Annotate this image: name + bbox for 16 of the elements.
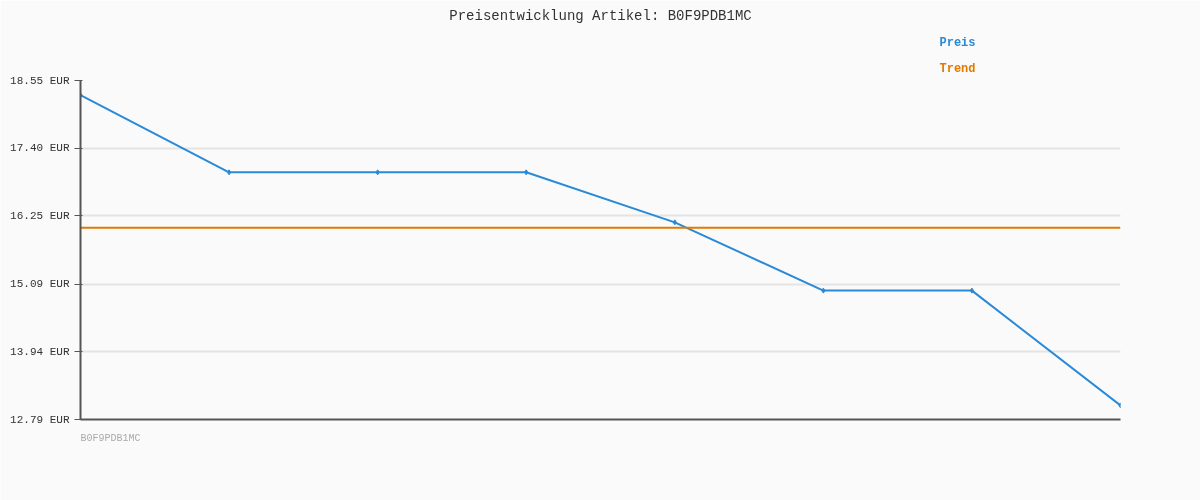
point [375,169,380,176]
y-tick-label: 16.25 EUR [10,209,70,222]
text: Trend [939,61,976,76]
chart-title: Preisentwicklung Artikel: B0F9PDB1MC [449,7,752,24]
y-tick-label: 15.09 EUR [10,278,70,291]
point [821,287,826,294]
y-tick-label: 17.40 EUR [10,142,70,155]
point [524,169,529,176]
y-tick-label: 13.94 EUR [10,345,70,358]
y-tick-label: 12.79 EUR [10,413,70,426]
text: B0F9PDB1MC [80,432,141,444]
y-tick-label: 18.55 EUR [10,74,70,87]
point [672,219,677,226]
point [969,287,975,294]
text: Preis [939,35,976,50]
point [226,169,232,176]
